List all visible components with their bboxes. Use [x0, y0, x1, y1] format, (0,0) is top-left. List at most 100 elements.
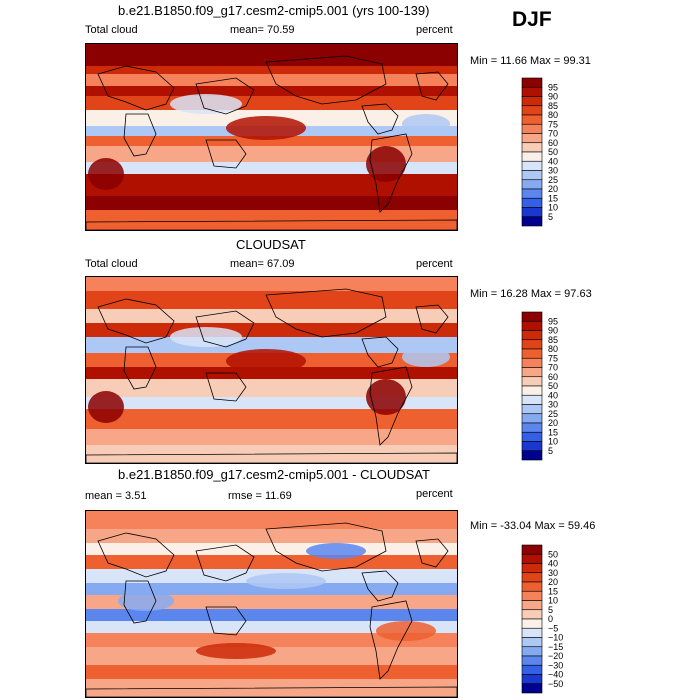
colorbar-tick-label: 10	[548, 203, 558, 213]
panel3-map	[85, 510, 458, 698]
panel2-minmax-label: Min = 16.28 Max = 97.63	[470, 288, 592, 300]
field-band	[86, 210, 457, 230]
coastline	[361, 336, 399, 368]
field-blob	[366, 379, 406, 415]
colorbar-swatch	[521, 179, 543, 190]
colorbar-swatch	[521, 105, 543, 116]
colorbar-tick-label: 15	[548, 427, 558, 437]
colorbar-tick-label: 30	[548, 166, 558, 176]
field-blob	[196, 643, 276, 659]
colorbar-tick-label: −15	[548, 642, 563, 652]
field-band	[86, 555, 457, 569]
coastline	[205, 372, 247, 402]
field-band	[86, 543, 457, 555]
colorbar-tick-label: 10	[548, 437, 558, 447]
panel3-unit-label: percent	[416, 488, 453, 500]
panel3-title: b.e21.B1850.f09_g17.cesm2-cmip5.001 - CL…	[118, 467, 430, 482]
colorbar-tick-label: 40	[548, 390, 558, 400]
panel3-rmse-label: rmse = 11.69	[228, 490, 292, 502]
field-blob	[170, 94, 242, 114]
colorbar-swatch	[521, 609, 543, 620]
colorbar-swatch	[521, 77, 543, 88]
colorbar-tick-label: 60	[548, 372, 558, 382]
coastline	[195, 310, 255, 348]
field-band	[86, 379, 457, 397]
colorbar-tick-label: 30	[548, 400, 558, 410]
field-band	[86, 429, 457, 445]
map-field	[86, 277, 457, 463]
colorbar-swatch	[521, 385, 543, 396]
panel2-unit-label: percent	[416, 258, 453, 270]
field-band	[86, 609, 457, 621]
coastline	[123, 346, 157, 390]
field-blob	[402, 347, 450, 367]
coastline	[415, 304, 449, 334]
colorbar-tick-label: −50	[548, 679, 563, 689]
field-band	[86, 146, 457, 162]
panel1-title: b.e21.B1850.f09_g17.cesm2-cmip5.001 (yrs…	[118, 3, 430, 18]
field-band	[86, 583, 457, 595]
colorbar-swatch	[521, 441, 543, 452]
colorbar-swatch	[521, 96, 543, 107]
colorbar-swatch	[521, 197, 543, 208]
field-band	[86, 595, 457, 609]
colorbar-swatch	[521, 637, 543, 648]
colorbar-swatch	[521, 431, 543, 442]
colorbar-swatch	[521, 544, 543, 555]
coastline	[361, 570, 399, 602]
colorbar-swatch	[521, 311, 543, 322]
field-band	[86, 323, 457, 337]
colorbar-swatch	[521, 590, 543, 601]
season-label: DJF	[512, 8, 552, 31]
panel2-variable-label: Total cloud	[85, 258, 138, 270]
field-band	[86, 196, 457, 210]
field-band	[86, 665, 457, 679]
colorbar-tick-label: 20	[548, 577, 558, 587]
colorbar-tick-label: 90	[548, 326, 558, 336]
colorbar-tick-label: 95	[548, 82, 558, 92]
panel3-minmax-label: Min = -33.04 Max = 59.46	[470, 520, 596, 532]
coastline	[265, 288, 387, 338]
coastline	[86, 452, 457, 463]
panel3-colorbar: 50 40 30 20 15 10 5 0 −5 −10 −15 −20 −30 −40 −50	[521, 544, 582, 694]
colorbar-tick-label: 60	[548, 138, 558, 148]
panel1-mean-label: mean= 70.59	[230, 24, 295, 36]
colorbar-tick-label: 0	[548, 614, 553, 624]
coastline	[265, 522, 387, 572]
field-band	[86, 633, 457, 647]
map-field	[86, 44, 457, 230]
colorbar-tick-label: −30	[548, 660, 563, 670]
coastline	[195, 77, 255, 115]
field-band	[86, 66, 457, 74]
field-band	[86, 277, 457, 291]
coastline	[195, 544, 255, 582]
colorbar-swatch	[521, 563, 543, 574]
colorbar-tick-label: 80	[548, 344, 558, 354]
colorbar-tick-label: 20	[548, 184, 558, 194]
field-band	[86, 397, 457, 409]
colorbar-swatch	[521, 581, 543, 592]
colorbar-tick-label: 5	[548, 605, 553, 615]
colorbar-swatch	[521, 655, 543, 666]
colorbar-tick-label: 40	[548, 559, 558, 569]
coastline	[97, 65, 175, 111]
panel1-variable-label: Total cloud	[85, 24, 138, 36]
colorbar-tick-label: 25	[548, 175, 558, 185]
colorbar-swatch	[521, 413, 543, 424]
field-band	[86, 647, 457, 665]
colorbar-swatch	[521, 348, 543, 359]
coastline	[205, 139, 247, 169]
coastline	[415, 71, 449, 101]
field-blob	[118, 591, 174, 611]
panel1-minmax-label: Min = 11.66 Max = 99.31	[470, 55, 591, 67]
field-blob	[88, 158, 124, 190]
colorbar-swatch	[521, 170, 543, 181]
field-band	[86, 86, 457, 96]
colorbar-swatch	[521, 627, 543, 638]
colorbar-swatch	[521, 114, 543, 125]
field-blob	[376, 621, 436, 641]
colorbar-swatch	[521, 450, 543, 461]
colorbar-swatch	[521, 367, 543, 378]
